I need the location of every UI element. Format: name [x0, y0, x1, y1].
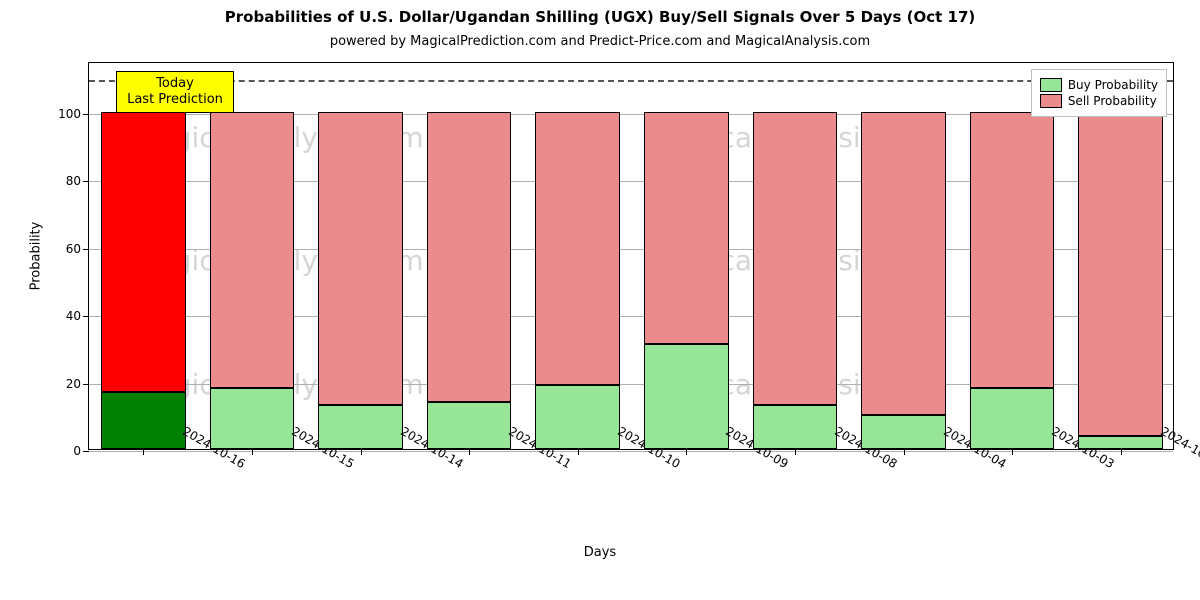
xtick-mark: [469, 449, 470, 455]
chart-figure: Probabilities of U.S. Dollar/Ugandan Shi…: [0, 0, 1200, 600]
legend-item: Sell Probability: [1040, 94, 1158, 108]
ytick-label: 40: [66, 309, 89, 323]
ytick-label: 100: [58, 107, 89, 121]
ytick-label: 20: [66, 377, 89, 391]
y-axis-label: Probability: [29, 222, 44, 291]
sell-bar: [1078, 112, 1163, 436]
buy-bar: [210, 388, 295, 449]
buy-bar: [318, 405, 403, 449]
xtick-mark: [795, 449, 796, 455]
xtick-mark: [1121, 449, 1122, 455]
sell-bar: [210, 112, 295, 389]
legend-label: Buy Probability: [1068, 78, 1158, 92]
x-axis-label: Days: [0, 545, 1200, 560]
legend-swatch: [1040, 94, 1062, 108]
sell-bar: [535, 112, 620, 385]
legend-item: Buy Probability: [1040, 78, 1158, 92]
legend: Buy Probability Sell Probability: [1031, 69, 1167, 117]
xtick-mark: [578, 449, 579, 455]
buy-bar: [427, 402, 512, 449]
plot-area: MagicalAnalysis.comMagicalAnalysis.comMa…: [88, 62, 1174, 450]
chart-title: Probabilities of U.S. Dollar/Ugandan Shi…: [0, 8, 1200, 26]
xtick-label: 2024-10-02: [1158, 424, 1200, 471]
buy-bar: [970, 388, 1055, 449]
xtick-mark: [904, 449, 905, 455]
sell-bar: [753, 112, 838, 406]
buy-bar: [535, 385, 620, 449]
legend-swatch: [1040, 78, 1062, 92]
annotation-line-1: Today: [127, 76, 223, 92]
legend-label: Sell Probability: [1068, 94, 1157, 108]
sell-bar: [644, 112, 729, 345]
buy-bar: [101, 392, 186, 449]
sell-bar: [861, 112, 946, 416]
xtick-mark: [1012, 449, 1013, 455]
xtick-mark: [686, 449, 687, 455]
ytick-label: 60: [66, 242, 89, 256]
xtick-mark: [252, 449, 253, 455]
ytick-label: 80: [66, 174, 89, 188]
sell-bar: [318, 112, 403, 406]
today-annotation: Today Last Prediction: [116, 71, 234, 114]
chart-subtitle: powered by MagicalPrediction.com and Pre…: [0, 34, 1200, 49]
buy-bar: [644, 344, 729, 449]
reference-line: [89, 80, 1173, 82]
ytick-label: 0: [73, 444, 89, 458]
xtick-mark: [361, 449, 362, 455]
xtick-mark: [143, 449, 144, 455]
sell-bar: [970, 112, 1055, 389]
buy-bar: [1078, 436, 1163, 449]
annotation-line-2: Last Prediction: [127, 92, 223, 108]
sell-bar: [101, 112, 186, 392]
buy-bar: [753, 405, 838, 449]
buy-bar: [861, 415, 946, 449]
sell-bar: [427, 112, 512, 402]
